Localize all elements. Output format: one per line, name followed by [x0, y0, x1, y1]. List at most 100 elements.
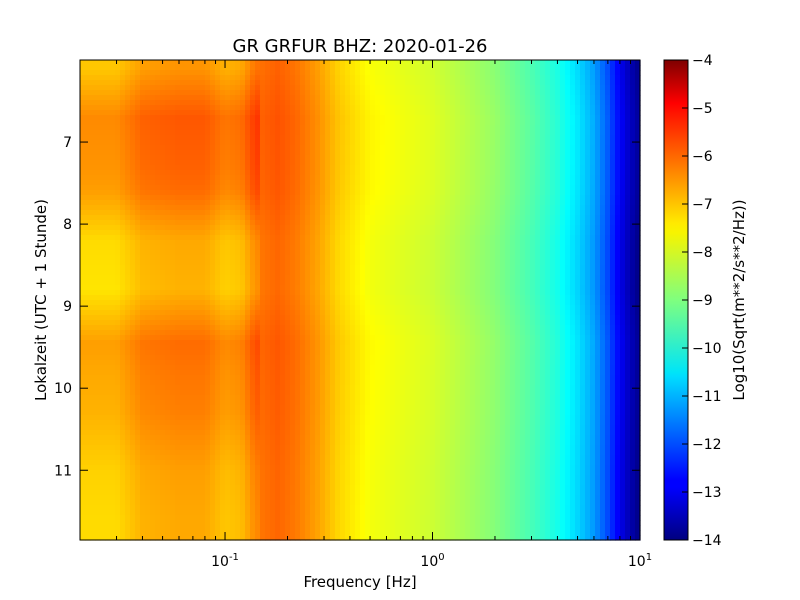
- heatmap-cell: [205, 120, 211, 126]
- heatmap-cell: [410, 190, 416, 196]
- heatmap-cell: [220, 270, 226, 276]
- heatmap-cell: [145, 185, 151, 191]
- heatmap-cell: [100, 65, 106, 71]
- heatmap-cell: [440, 190, 446, 196]
- heatmap-cell: [505, 210, 511, 216]
- heatmap-cell: [215, 140, 221, 146]
- heatmap-cell: [570, 260, 576, 266]
- heatmap-cell: [320, 135, 326, 141]
- heatmap-cell: [395, 205, 401, 211]
- heatmap-cell: [125, 135, 131, 141]
- heatmap-cell: [185, 205, 191, 211]
- heatmap-cell: [440, 200, 446, 206]
- heatmap-cell: [505, 120, 511, 126]
- heatmap-cell: [380, 215, 386, 221]
- heatmap-cell: [185, 170, 191, 176]
- heatmap-cell: [355, 145, 361, 151]
- heatmap-cell: [350, 270, 356, 276]
- heatmap-cell: [100, 150, 106, 156]
- heatmap-cell: [130, 155, 136, 161]
- heatmap-cell: [220, 235, 226, 241]
- heatmap-cell: [320, 60, 326, 66]
- heatmap-cell: [580, 125, 586, 131]
- heatmap-cell: [475, 275, 481, 281]
- heatmap-cell: [195, 190, 201, 196]
- heatmap-cell: [210, 200, 216, 206]
- heatmap-cell: [320, 235, 326, 241]
- heatmap-cell: [105, 165, 111, 171]
- heatmap-cell: [320, 245, 326, 251]
- heatmap-cell: [445, 140, 451, 146]
- heatmap-cell: [385, 60, 391, 66]
- heatmap-cell: [515, 125, 521, 131]
- heatmap-cell: [125, 80, 131, 86]
- heatmap-cell: [165, 235, 171, 241]
- heatmap-cell: [235, 180, 241, 186]
- heatmap-cell: [125, 165, 131, 171]
- heatmap-cell: [360, 130, 366, 136]
- heatmap-cell: [180, 80, 186, 86]
- heatmap-cell: [310, 225, 316, 231]
- heatmap-cell: [235, 130, 241, 136]
- heatmap-cell: [275, 125, 281, 131]
- heatmap-cell: [370, 185, 376, 191]
- heatmap-cell: [160, 210, 166, 216]
- heatmap-cell: [105, 125, 111, 131]
- heatmap-cell: [545, 175, 551, 181]
- heatmap-cell: [135, 60, 141, 66]
- heatmap-cell: [290, 225, 296, 231]
- heatmap-cell: [460, 155, 466, 161]
- heatmap-cell: [470, 270, 476, 276]
- heatmap-cell: [460, 120, 466, 126]
- heatmap-cell: [285, 65, 291, 71]
- heatmap-cell: [180, 75, 186, 81]
- heatmap-cell: [430, 265, 436, 271]
- heatmap-cell: [420, 95, 426, 101]
- heatmap-cell: [125, 230, 131, 236]
- heatmap-cell: [485, 150, 491, 156]
- heatmap-cell: [315, 65, 321, 71]
- heatmap-cell: [435, 200, 441, 206]
- heatmap-cell: [265, 280, 271, 286]
- heatmap-cell: [470, 180, 476, 186]
- heatmap-cell: [265, 170, 271, 176]
- heatmap-cell: [570, 85, 576, 91]
- heatmap-cell: [150, 275, 156, 281]
- heatmap-cell: [80, 165, 86, 171]
- heatmap-cell: [590, 275, 596, 281]
- heatmap-cell: [160, 95, 166, 101]
- heatmap-cell: [455, 180, 461, 186]
- heatmap-cell: [510, 125, 516, 131]
- heatmap-cell: [330, 140, 336, 146]
- heatmap-cell: [260, 245, 266, 251]
- heatmap-cell: [200, 260, 206, 266]
- heatmap-cell: [410, 225, 416, 231]
- heatmap-cell: [140, 90, 146, 96]
- heatmap-cell: [300, 80, 306, 86]
- heatmap-cell: [485, 80, 491, 86]
- heatmap-cell: [475, 85, 481, 91]
- heatmap-cell: [230, 175, 236, 181]
- heatmap-cell: [440, 210, 446, 216]
- heatmap-cell: [420, 245, 426, 251]
- heatmap-cell: [460, 170, 466, 176]
- heatmap-cell: [620, 175, 626, 181]
- heatmap-cell: [170, 95, 176, 101]
- heatmap-cell: [555, 130, 561, 136]
- heatmap-cell: [110, 155, 116, 161]
- heatmap-cell: [180, 150, 186, 156]
- heatmap-cell: [500, 190, 506, 196]
- heatmap-cell: [100, 60, 106, 66]
- heatmap-cell: [310, 155, 316, 161]
- heatmap-cell: [245, 95, 251, 101]
- heatmap-cell: [565, 155, 571, 161]
- heatmap-cell: [205, 250, 211, 256]
- heatmap-cell: [250, 110, 256, 116]
- heatmap-cell: [185, 70, 191, 76]
- heatmap-cell: [525, 70, 531, 76]
- heatmap-cell: [360, 210, 366, 216]
- heatmap-cell: [115, 90, 121, 96]
- heatmap-cell: [615, 70, 621, 76]
- heatmap-cell: [385, 140, 391, 146]
- heatmap-cell: [125, 145, 131, 151]
